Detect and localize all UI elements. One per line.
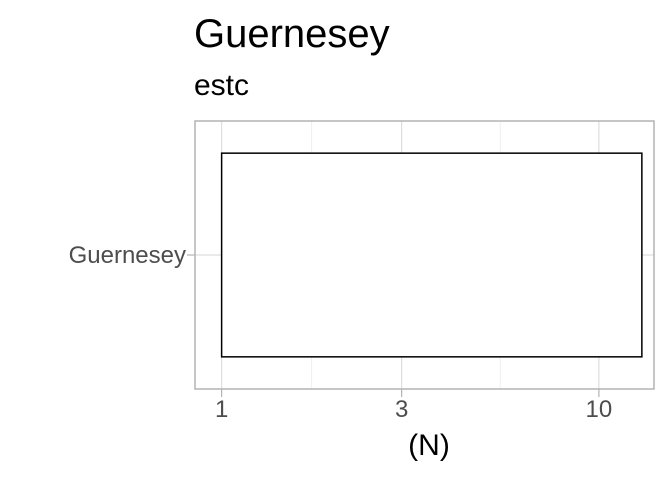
chart-title: Guernesey (194, 12, 390, 56)
x-tick-label: 3 (395, 396, 408, 423)
x-tick-label: 10 (586, 396, 613, 423)
x-axis-title: (N) (408, 429, 450, 462)
bar (220, 152, 643, 358)
bars (220, 152, 643, 358)
y-axis-ticks: Guernesey (69, 242, 195, 269)
x-tick-label: 1 (215, 396, 228, 423)
chart-subtitle: estc (194, 69, 249, 102)
x-axis-ticks: 1 3 10 (215, 389, 612, 423)
y-tick-label: Guernesey (69, 242, 186, 269)
